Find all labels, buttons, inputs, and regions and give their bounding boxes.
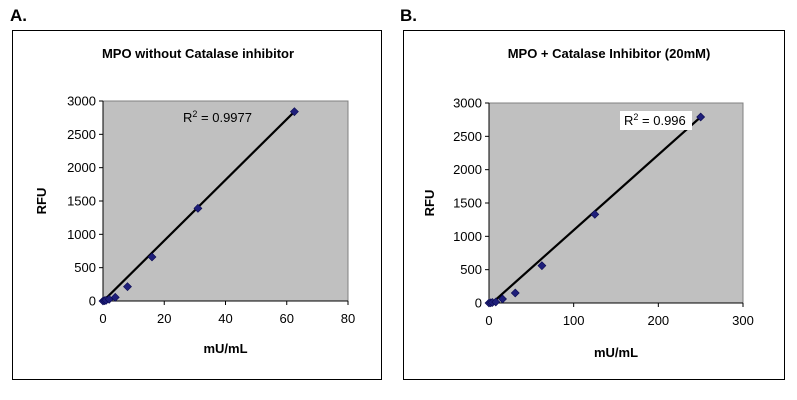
chart-b-y-tick-label: 2000	[453, 162, 482, 177]
chart-a-x-tick-label: 20	[157, 311, 171, 326]
panel-b-label: B.	[400, 6, 417, 25]
chart-a-data-point	[110, 292, 120, 302]
chart-a-title: MPO without Catalase inhibitor	[102, 46, 294, 61]
chart-b-x-tick-label: 200	[647, 313, 669, 328]
chart-a-data-point	[123, 282, 132, 292]
panel-a-label: A.	[10, 6, 27, 25]
chart-panel-a: MPO without Catalase inhibitor 0 500 1000 15…	[12, 30, 382, 380]
chart-b-data-point	[498, 294, 507, 304]
chart-a-r2-label: R2 = 0.9977	[183, 109, 252, 125]
chart-a-y-tick-label: 2000	[67, 160, 96, 175]
chart-a-plot-area	[102, 100, 349, 302]
chart-b-plot-area	[488, 102, 744, 304]
chart-b-r2-label: R2 = 0.996	[624, 112, 686, 128]
chart-a-x-tick-label: 40	[218, 311, 232, 326]
chart-a-y-tick-label: 2500	[67, 127, 96, 142]
chart-a-y-tick-label: 1500	[67, 194, 96, 209]
chart-a-data-point	[193, 203, 203, 213]
chart-b-y-tick-label: 2500	[453, 129, 482, 144]
chart-b-data-point	[491, 297, 501, 307]
chart-b-data-point	[537, 261, 547, 271]
chart-b-data-point	[696, 112, 706, 122]
chart-a-y-axis-title: RFU	[34, 188, 49, 215]
chart-a-x-tick-label: 0	[99, 311, 106, 326]
chart-b-svg: MPO + Catalase Inhibitor (20mM)050010001…	[422, 46, 754, 360]
chart-panel-b: MPO + Catalase Inhibitor (20mM) 0 500 1000 1…	[403, 30, 785, 380]
chart-b-y-tick-label: 0	[475, 296, 482, 311]
chart-b-y-tick-label: 3000	[453, 96, 482, 111]
chart-b-y-tick-label: 500	[460, 262, 482, 277]
chart-a-y-tick-label: 3000	[67, 94, 96, 109]
chart-a-x-axis-title: mU/mL	[203, 341, 247, 356]
chart-a-data-point	[289, 107, 299, 117]
chart-b-x-tick-label: 100	[563, 313, 585, 328]
chart-b-y-tick-label: 1500	[453, 196, 482, 211]
chart-a-y-tick-label: 500	[74, 260, 96, 275]
chart-b-y-tick-label: 1000	[453, 229, 482, 244]
chart-b-data-point	[510, 288, 520, 298]
chart-b-y-axis-title: RFU	[422, 190, 437, 217]
chart-a-y-tick-label: 0	[89, 294, 96, 309]
chart-b-r2-box	[620, 111, 692, 130]
chart-a-x-tick-label: 60	[280, 311, 294, 326]
chart-b-x-tick-label: 0	[485, 313, 492, 328]
chart-b-x-tick-label: 300	[732, 313, 754, 328]
chart-a-y-tick-label: 1000	[67, 227, 96, 242]
chart-b-x-axis-title: mU/mL	[594, 345, 638, 360]
chart-b-data-point	[590, 209, 600, 219]
chart-a-svg: MPO without Catalase inhibitor 0 500 1000 15…	[34, 46, 355, 356]
chart-a-x-tick-label: 80	[341, 311, 355, 326]
chart-b-title: MPO + Catalase Inhibitor (20mM)	[508, 46, 711, 61]
chart-a-data-point	[147, 252, 157, 262]
